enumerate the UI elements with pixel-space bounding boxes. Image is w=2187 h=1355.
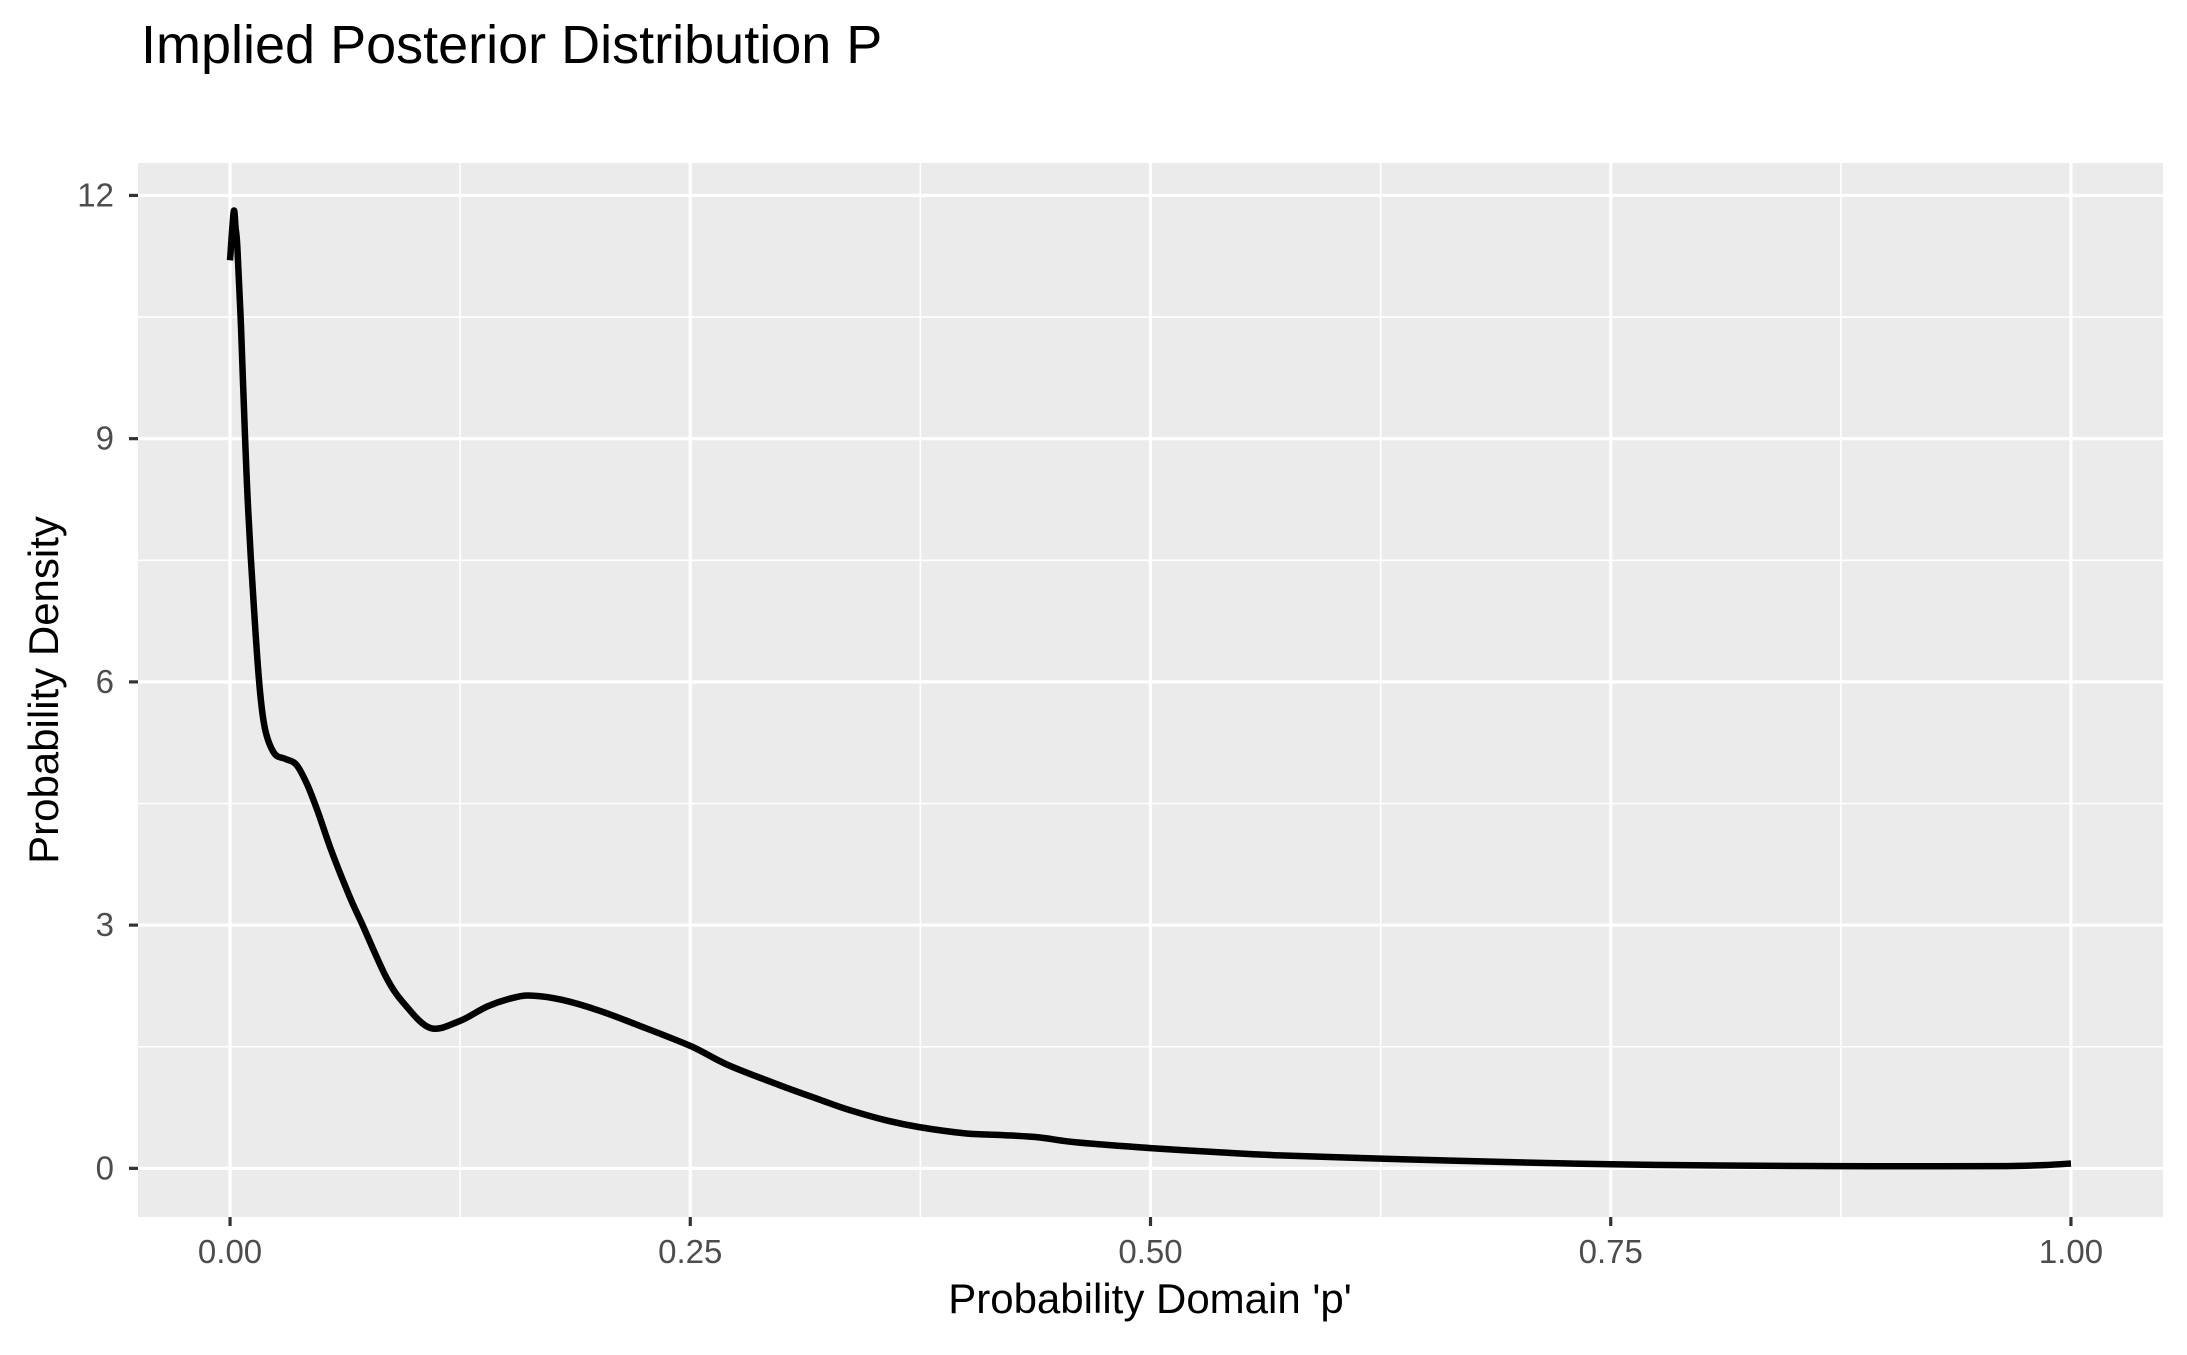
y-tick-label: 9 (96, 420, 114, 457)
x-tick-label: 0.75 (1579, 1233, 1643, 1270)
y-tick-label: 12 (77, 176, 114, 213)
density-curve (226, 207, 2072, 1170)
axis-tick-marks (129, 193, 2073, 1226)
x-tick-label: 1.00 (2039, 1233, 2103, 1270)
x-tick-label: 0.25 (658, 1233, 722, 1270)
grid-major (138, 163, 2163, 1217)
x-tick-label: 0.00 (198, 1233, 262, 1270)
plot-title: Implied Posterior Distribution P (141, 15, 882, 75)
y-tick-label: 0 (96, 1149, 114, 1186)
x-tick-label: 0.50 (1118, 1233, 1182, 1270)
y-tick-label: 3 (96, 906, 114, 943)
y-axis-title: Probability Density (20, 516, 67, 864)
x-axis-tick-labels: 0.00 0.25 0.50 0.75 1.00 (198, 1233, 2103, 1270)
y-tick-label: 6 (96, 663, 114, 700)
y-axis-tick-labels: 0 3 6 9 12 (77, 176, 114, 1186)
x-axis-title: Probability Domain 'p' (948, 1275, 1352, 1322)
